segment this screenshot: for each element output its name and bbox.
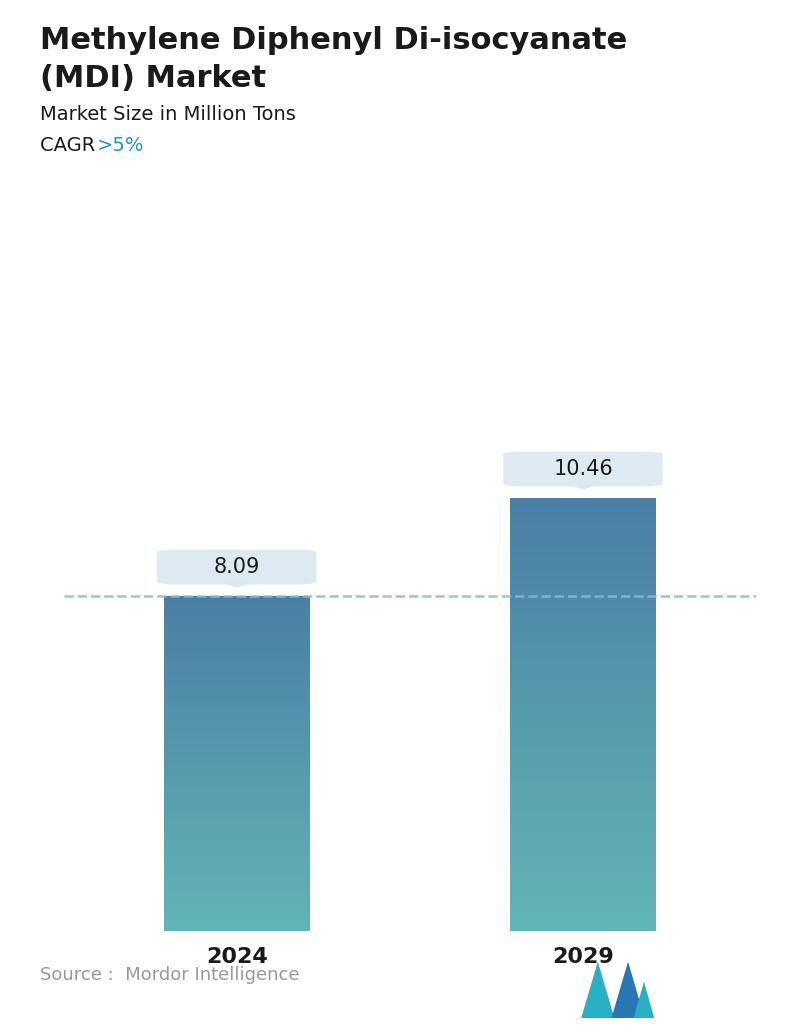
Polygon shape: [581, 962, 615, 1018]
Text: 8.09: 8.09: [213, 557, 260, 577]
Text: (MDI) Market: (MDI) Market: [40, 64, 266, 93]
Text: Market Size in Million Tons: Market Size in Million Tons: [40, 105, 295, 124]
Text: Methylene Diphenyl Di-isocyanate: Methylene Diphenyl Di-isocyanate: [40, 26, 627, 55]
Text: Source :  Mordor Intelligence: Source : Mordor Intelligence: [40, 967, 299, 984]
Text: 10.46: 10.46: [553, 459, 613, 479]
Text: >5%: >5%: [97, 136, 145, 155]
Polygon shape: [611, 962, 645, 1018]
FancyBboxPatch shape: [503, 452, 663, 486]
Polygon shape: [634, 981, 654, 1018]
Text: CAGR: CAGR: [40, 136, 101, 155]
Polygon shape: [568, 484, 599, 489]
FancyBboxPatch shape: [157, 550, 317, 584]
Polygon shape: [221, 582, 252, 587]
